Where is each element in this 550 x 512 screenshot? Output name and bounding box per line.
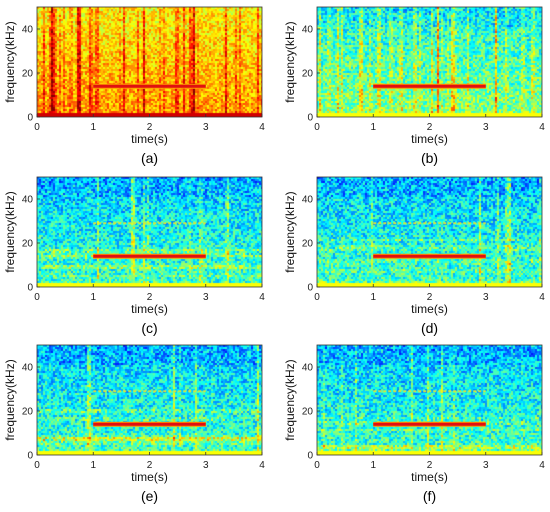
x-tick-label: 0 <box>34 292 40 303</box>
y-tick-label: 20 <box>22 239 34 250</box>
y-tick-label: 20 <box>22 407 34 418</box>
panel-label: (b) <box>421 150 438 166</box>
y-tick-label: 40 <box>302 195 314 206</box>
y-axis-label: frequency(kHz) <box>3 21 17 102</box>
x-tick-label: 3 <box>483 122 489 133</box>
y-tick-label: 40 <box>22 195 34 206</box>
y-tick-label: 0 <box>27 113 33 124</box>
x-tick-label: 0 <box>34 460 40 471</box>
spectrogram-image <box>37 345 262 455</box>
y-tick-label: 0 <box>307 113 313 124</box>
y-tick-label: 20 <box>302 239 314 250</box>
x-tick-label: 1 <box>370 460 376 471</box>
y-tick-label: 0 <box>27 451 33 462</box>
x-tick-label: 0 <box>314 460 320 471</box>
panel-label: (a) <box>141 150 158 166</box>
x-tick-label: 0 <box>34 122 40 133</box>
y-tick-label: 0 <box>307 451 313 462</box>
x-tick-label: 3 <box>483 460 489 471</box>
x-tick-label: 4 <box>539 122 545 133</box>
x-tick-label: 0 <box>314 292 320 303</box>
y-tick-label: 20 <box>302 407 314 418</box>
y-tick-label: 40 <box>22 25 34 36</box>
y-tick-label: 0 <box>307 283 313 294</box>
x-tick-label: 3 <box>203 460 209 471</box>
x-tick-label: 3 <box>203 122 209 133</box>
y-tick-label: 40 <box>302 25 314 36</box>
x-axis-label: time(s) <box>131 470 168 484</box>
x-axis-label: time(s) <box>411 302 448 316</box>
y-tick-label: 40 <box>302 363 314 374</box>
x-tick-label: 1 <box>90 122 96 133</box>
x-tick-label: 4 <box>259 292 265 303</box>
x-tick-label: 3 <box>483 292 489 303</box>
x-tick-label: 1 <box>90 460 96 471</box>
x-tick-label: 3 <box>203 292 209 303</box>
y-tick-label: 20 <box>22 69 34 80</box>
x-tick-label: 2 <box>427 292 433 303</box>
x-tick-label: 1 <box>90 292 96 303</box>
spectrogram-image <box>37 7 262 117</box>
spectrogram-image <box>37 177 262 287</box>
x-tick-label: 2 <box>427 460 433 471</box>
x-tick-label: 2 <box>427 122 433 133</box>
x-tick-label: 0 <box>314 122 320 133</box>
y-axis-label: frequency(kHz) <box>283 191 297 272</box>
y-axis-label: frequency(kHz) <box>3 359 17 440</box>
x-tick-label: 4 <box>259 122 265 133</box>
panel-label: (e) <box>141 488 158 504</box>
y-axis-label: frequency(kHz) <box>283 359 297 440</box>
x-axis-label: time(s) <box>411 132 448 146</box>
panel-label: (f) <box>423 488 436 504</box>
x-tick-label: 4 <box>259 460 265 471</box>
x-tick-label: 4 <box>539 460 545 471</box>
panel-label: (d) <box>421 320 438 336</box>
y-tick-label: 40 <box>22 363 34 374</box>
panel-label: (c) <box>141 320 157 336</box>
y-axis-label: frequency(kHz) <box>283 21 297 102</box>
y-tick-label: 0 <box>27 283 33 294</box>
spectrogram-image <box>317 7 542 117</box>
y-axis-label: frequency(kHz) <box>3 191 17 272</box>
x-axis-label: time(s) <box>411 470 448 484</box>
x-tick-label: 1 <box>370 292 376 303</box>
x-axis-label: time(s) <box>131 302 168 316</box>
x-tick-label: 2 <box>147 292 153 303</box>
x-axis-label: time(s) <box>131 132 168 146</box>
x-tick-label: 2 <box>147 122 153 133</box>
spectrogram-image <box>317 345 542 455</box>
x-tick-label: 2 <box>147 460 153 471</box>
x-tick-label: 4 <box>539 292 545 303</box>
x-tick-label: 1 <box>370 122 376 133</box>
y-tick-label: 20 <box>302 69 314 80</box>
spectrogram-image <box>317 177 542 287</box>
